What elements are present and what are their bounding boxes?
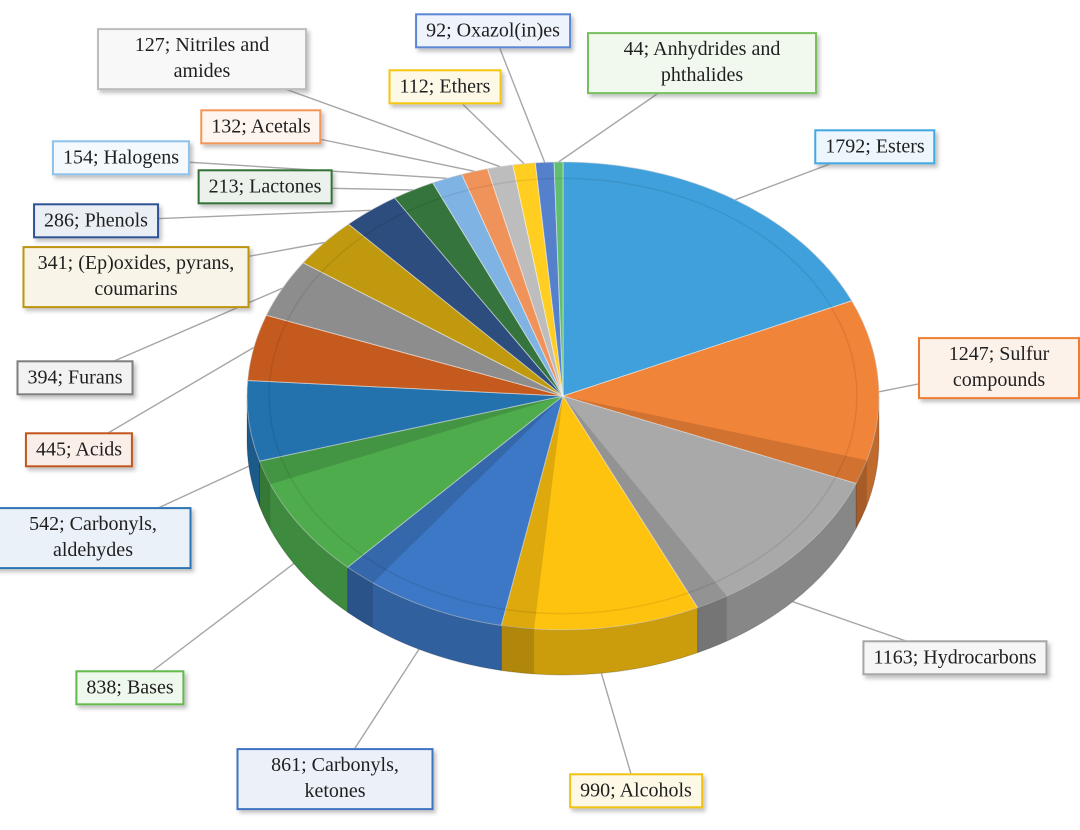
callout-label-phenols: 286; Phenols — [33, 203, 159, 239]
pie-slice-esters — [562, 161, 853, 397]
slice-edge-shade-rim — [856, 460, 867, 529]
leader-line-bases — [129, 563, 295, 689]
slice-edge-shade-rim — [347, 567, 373, 628]
slice-edge-shade — [259, 396, 563, 485]
slice-edge-shade-rim — [501, 625, 535, 675]
pie-slice-lactones — [393, 182, 564, 397]
pie-slice-anhydrides-and-phthalides — [553, 161, 564, 397]
callout-label-carbonyls-aldehydes: 542; Carbonyls, aldehydes — [0, 507, 192, 569]
pie-top-outline — [246, 161, 880, 631]
callout-label-acetals: 132; Acetals — [200, 109, 322, 145]
pie-slice-hydrocarbons — [561, 395, 857, 609]
pie-slice-bases — [258, 395, 564, 568]
slice-edge-shade — [501, 396, 563, 630]
bevel-inner-edge — [268, 177, 858, 615]
pie-slice-ethers — [512, 162, 564, 397]
pie-slice-alcohols — [500, 394, 699, 631]
pie-slice-acids — [247, 314, 564, 397]
slice-edge-shade-rim — [259, 461, 271, 530]
callout-label-bases: 838; Bases — [75, 670, 185, 706]
callout-label-esters: 1792; Esters — [814, 129, 936, 165]
slice-edge-shade — [563, 396, 727, 608]
slice-edge-shade — [563, 396, 867, 484]
pie-slice-phenols — [347, 197, 564, 397]
pie-slice-ep-oxides-pyrans-coumarins — [302, 223, 564, 397]
pie-slice-acetals — [461, 168, 564, 397]
callout-label-hydrocarbons: 1163; Hydrocarbons — [862, 640, 1048, 676]
callout-label-sulfur-compounds: 1247; Sulfur compounds — [918, 337, 1080, 399]
leader-line-oxazol-in-es — [492, 30, 546, 163]
slice-edge-shade-rim — [697, 596, 727, 653]
callout-label-lactones: 213; Lactones — [197, 169, 333, 205]
callout-label-halogens: 154; Halogens — [51, 140, 191, 176]
callout-label-acids: 445; Acids — [24, 432, 134, 468]
pie-slice-carbonyls-ketones — [346, 394, 564, 627]
pie-slice-furans — [265, 262, 564, 397]
pie-slice-nitriles-and-amides — [486, 164, 564, 397]
callout-label-oxazol-in-es: 92; Oxazol(in)es — [415, 13, 571, 49]
callout-label-ep-oxides-pyrans-coumarins: 341; (Ep)oxides, pyrans, coumarins — [22, 246, 250, 308]
callout-label-carbonyls-ketones: 861; Carbonyls, ketones — [236, 748, 434, 810]
callout-label-alcohols: 990; Alcohols — [569, 773, 703, 809]
callout-label-nitriles-and-amides: 127; Nitriles and amides — [97, 28, 307, 90]
callout-label-ethers: 112; Ethers — [388, 69, 502, 105]
pie-slice-carbonyls-aldehydes — [246, 379, 564, 462]
leader-line-alcohols — [600, 673, 637, 792]
pie-slice-halogens — [431, 173, 564, 397]
pie-slice-oxazol-in-es — [534, 161, 564, 397]
slice-edge-shade — [347, 396, 563, 583]
callout-label-anhydrides-and-phthalides: 44; Anhydrides and phthalides — [587, 32, 817, 94]
callout-label-furans: 394; Furans — [16, 360, 134, 396]
pie-slice-sulfur-compounds — [561, 300, 880, 485]
